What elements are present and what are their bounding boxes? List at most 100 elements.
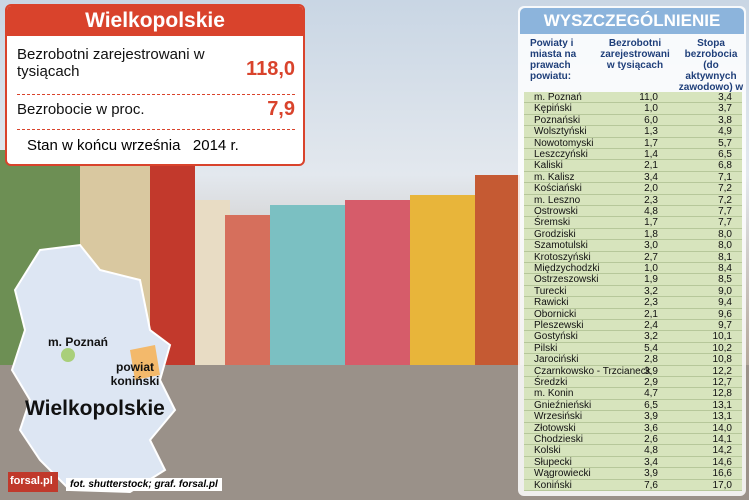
table-cell: Wrzesiński	[534, 411, 583, 423]
table-cell: 3,0	[644, 240, 658, 252]
table-cell: 7,7	[718, 217, 732, 229]
table-row: Grodziski 1,8 8,0	[524, 228, 742, 241]
table-cell: Pilski	[534, 342, 558, 354]
table-cell: Złotowski	[534, 422, 576, 434]
table-cell: 2,3	[644, 297, 658, 309]
table-cell: 7,2	[718, 183, 732, 195]
table-cell: Ostrzeszowski	[534, 274, 599, 286]
table-header: Powiaty i miasta na prawach powiatu:	[530, 38, 577, 82]
table-row: Kościański 2,0 7,2	[524, 183, 742, 195]
table-cell: 3,7	[718, 103, 732, 115]
table-row: Kaliski 2,1 6,8	[524, 160, 742, 172]
table-cell: 3,4	[644, 171, 658, 183]
table-cell: 9,4	[718, 297, 732, 309]
table-cell: 3,2	[644, 285, 658, 297]
table-cell: Słupecki	[534, 456, 572, 468]
table-cell: 7,1	[718, 171, 732, 183]
table-row: Ostrzeszowski 1,9 8,5	[524, 274, 742, 286]
table-row: Leszczyński 1,4 6,5	[524, 149, 742, 161]
table-cell: 13,1	[712, 399, 732, 411]
table-cell: 5,7	[718, 137, 732, 149]
table-cell: 17,0	[712, 479, 732, 491]
table-row: Rawicki 2,3 9,4	[524, 297, 742, 309]
table-row: Obornicki 2,1 9,6	[524, 308, 742, 320]
table-row: Kępiński 1,0 3,7	[524, 103, 742, 115]
table-row: Kolski 4,8 14,2	[524, 445, 742, 457]
table-cell: 2,3	[644, 194, 658, 206]
table-row: Pleszewski 2,4 9,7	[524, 320, 742, 332]
table-row: Śremski 1,7 7,7	[524, 217, 742, 229]
table-title: WYSZCZEGÓLNIENIE	[520, 8, 744, 34]
table-cell: Kościański	[534, 183, 582, 195]
table-cell: 12,8	[712, 388, 732, 400]
summary-label: Bezrobocie w proc.	[17, 101, 145, 118]
summary-row: Bezrobotni zarejestrowani w tysiącach 11…	[17, 46, 295, 95]
table-cell: 6,0	[644, 114, 658, 126]
table-row: Koniński 7,6 17,0	[524, 479, 742, 491]
table-cell: 8,4	[718, 263, 732, 274]
table-cell: 2,4	[644, 320, 658, 331]
table-header: Bezrobotni zarejestrowani w tysiącach	[600, 38, 670, 71]
table-cell: 2,9	[644, 377, 658, 388]
table-cell: Międzychodzki	[534, 263, 600, 274]
table-cell: m. Konin	[534, 388, 574, 400]
table-cell: 2,8	[644, 354, 658, 366]
table-row: Krotoszyński 2,7 8,1	[524, 251, 742, 263]
map-label: m. Poznań	[48, 335, 109, 349]
table-cell: 3,8	[718, 114, 732, 126]
table-cell: Poznański	[534, 114, 581, 126]
table-row: Szamotulski 3,0 8,0	[524, 240, 742, 252]
table-cell: 2,0	[644, 183, 658, 195]
table-cell: 16,6	[712, 468, 732, 480]
table-row: Złotowski 3,6 14,0	[524, 422, 742, 434]
table-row: m. Leszno 2,3 7,2	[524, 194, 742, 206]
table-cell: 8,0	[718, 240, 732, 252]
table-row: m. Kalisz 3,4 7,1	[524, 171, 742, 184]
table-row: Słupecki 3,4 14,6	[524, 456, 742, 469]
table-cell: 4,9	[718, 126, 732, 138]
table-cell: 9,0	[718, 285, 732, 297]
credits: fot. shutterstock; graf. forsal.pl	[66, 478, 222, 491]
table-cell: 2,1	[644, 308, 658, 320]
table-cell: m. Poznań	[534, 92, 582, 103]
table-cell: 3,2	[644, 331, 658, 343]
table-cell: 11,0	[639, 92, 658, 103]
table-row: Czarnkowsko - Trzcianeck 3,9 12,2	[524, 365, 742, 377]
table-cell: Ostrowski	[534, 206, 578, 217]
table-cell: Krotoszyński	[534, 251, 591, 263]
table-cell: 1,0	[644, 103, 658, 115]
table-row: Średzki 2,9 12,7	[524, 377, 742, 389]
table-cell: 6,8	[718, 160, 732, 172]
table-cell: Leszczyński	[534, 149, 588, 160]
summary-label: Bezrobotni zarejestrowani w tysiącach	[17, 46, 205, 80]
table-cell: Koniński	[534, 479, 572, 491]
map-title: Wielkopolskie	[25, 397, 165, 420]
table-cell: Wolsztyński	[534, 126, 587, 138]
table-row: Nowotomyski 1,7 5,7	[524, 137, 742, 149]
table-cell: 9,6	[718, 308, 732, 320]
table-cell: 7,7	[718, 206, 732, 217]
table-row: Pilski 5,4 10,2	[524, 342, 742, 355]
table-row: Turecki 3,2 9,0	[524, 285, 742, 298]
table-row: Wrzesiński 3,9 13,1	[524, 411, 742, 423]
table-cell: 4,7	[644, 388, 658, 400]
table-cell: 3,9	[644, 468, 658, 480]
table-cell: Gnieźnieński	[534, 399, 592, 411]
table-row: Chodzieski 2,6 14,1	[524, 434, 742, 446]
summary-box: Wielkopolskie Bezrobotni zarejestrowani …	[5, 4, 305, 166]
table-cell: 1,9	[644, 274, 658, 286]
table-cell: Obornicki	[534, 308, 577, 320]
table-cell: 12,7	[712, 377, 732, 388]
table-cell: 10,1	[712, 331, 732, 343]
table-cell: Kolski	[534, 445, 561, 457]
table-cell: 1,4	[644, 149, 658, 160]
table-cell: 14,0	[712, 422, 732, 434]
table-row: Poznański 6,0 3,8	[524, 114, 742, 127]
table-cell: Pleszewski	[534, 320, 584, 331]
table-cell: 14,6	[712, 456, 732, 468]
table-cell: 4,8	[644, 445, 658, 457]
table-cell: Kaliski	[534, 160, 563, 172]
table-cell: 8,5	[718, 274, 732, 286]
table-cell: 6,5	[644, 399, 658, 411]
table-cell: 1,3	[644, 126, 658, 138]
